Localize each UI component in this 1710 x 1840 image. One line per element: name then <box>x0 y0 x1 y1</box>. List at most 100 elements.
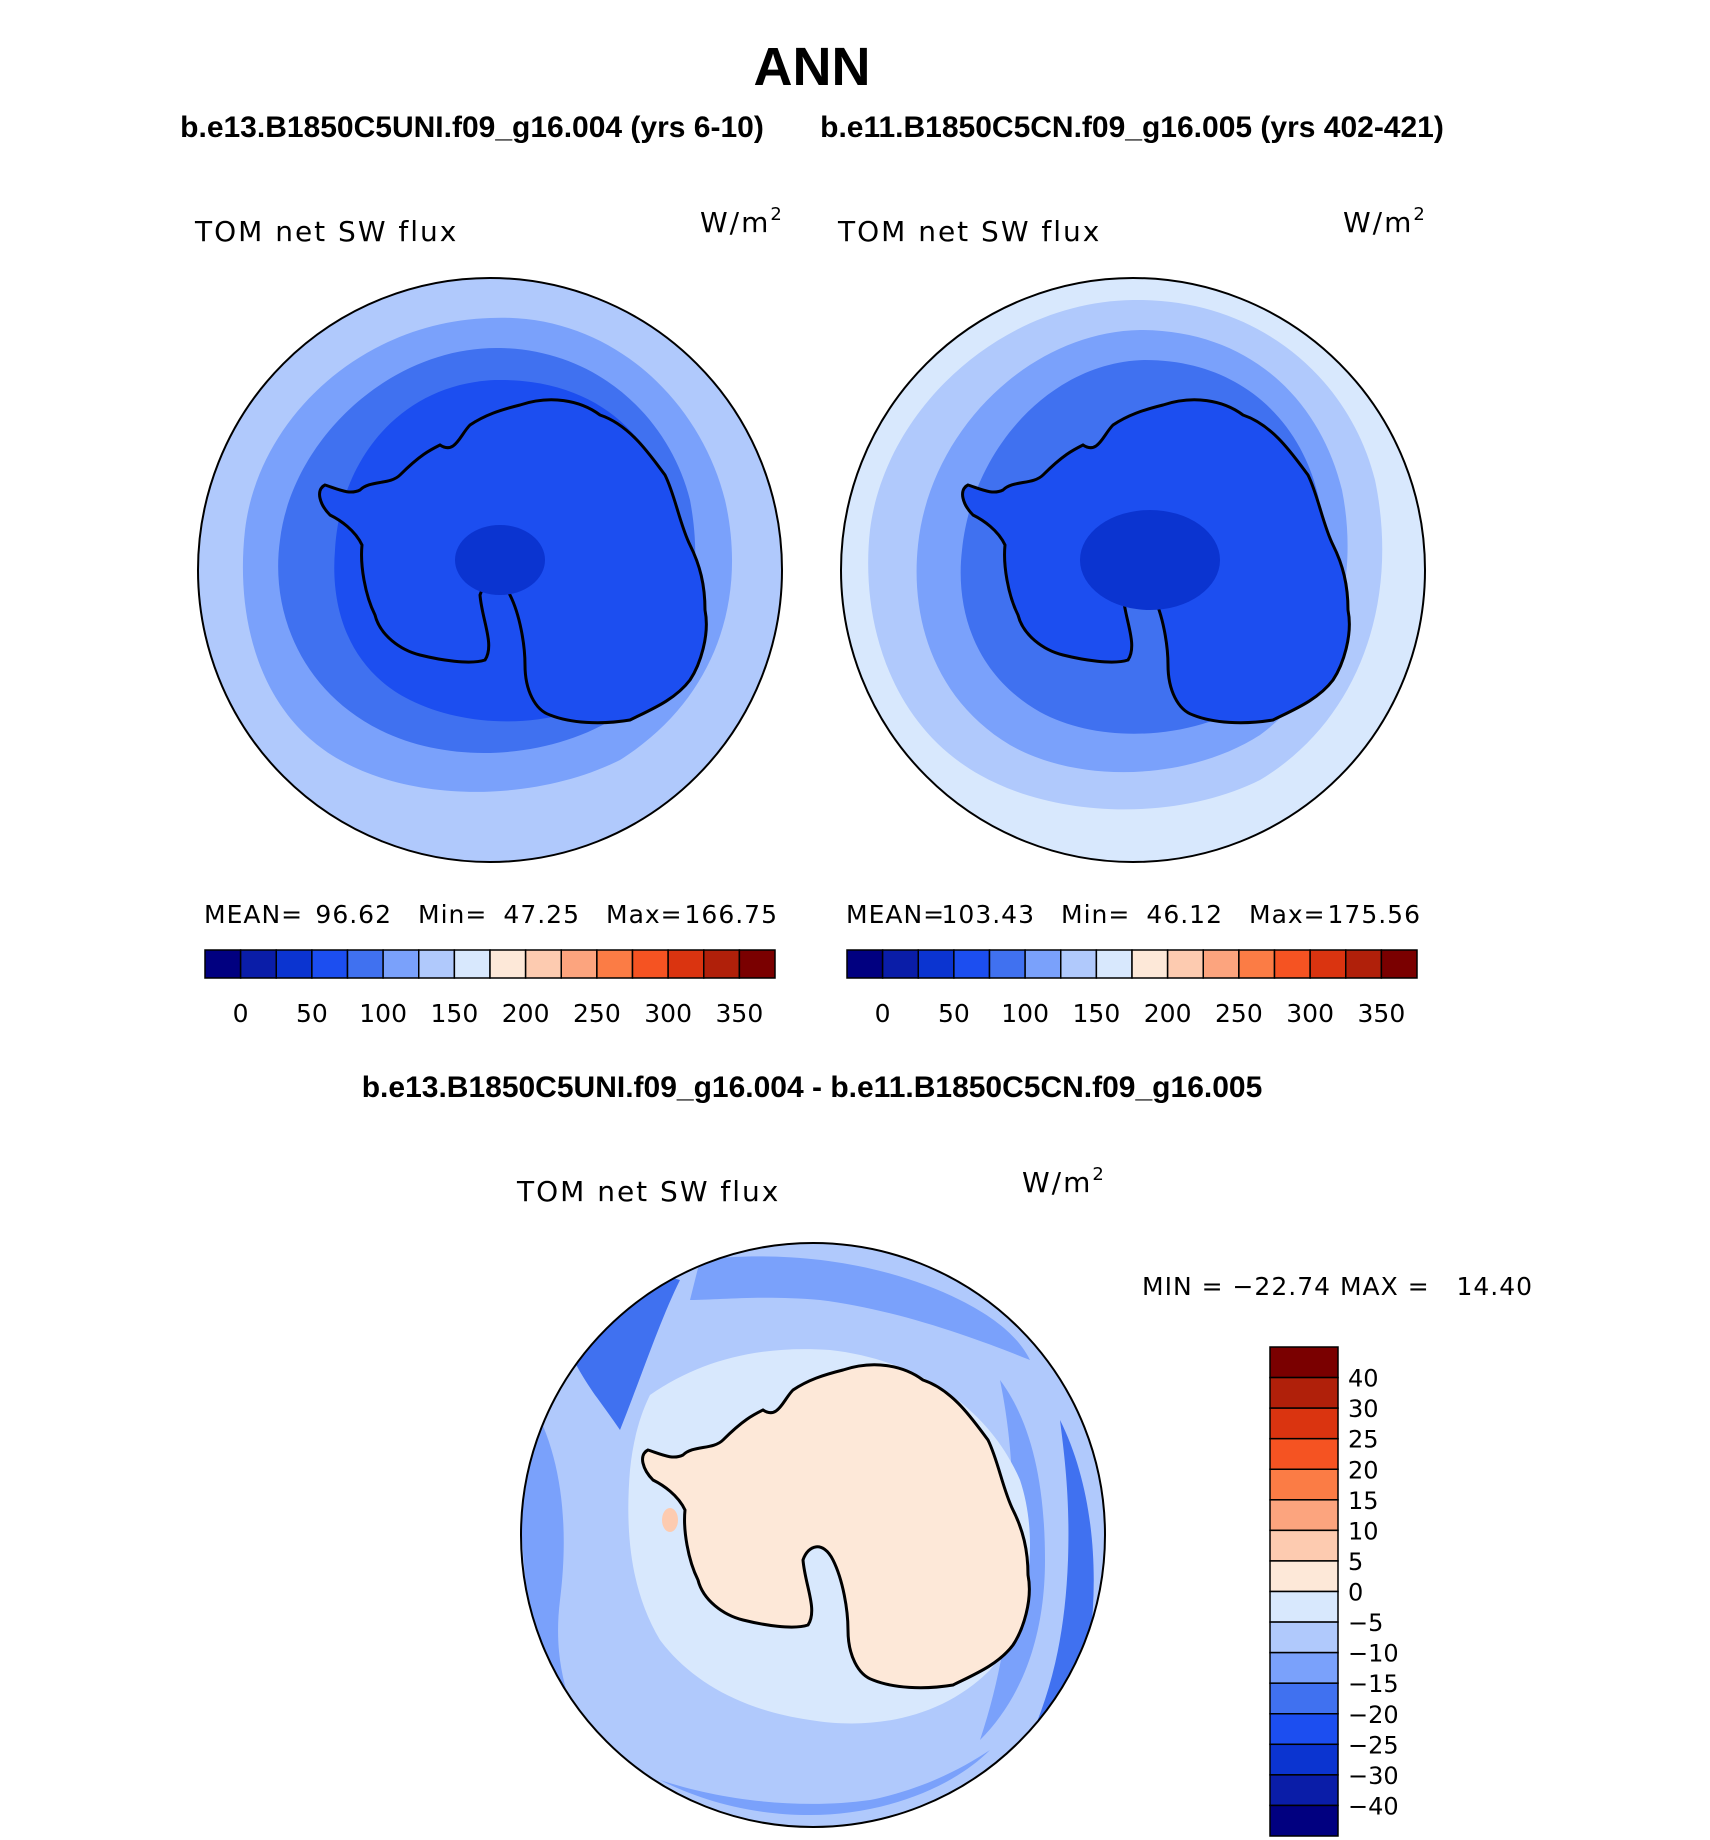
right-mean-value: 103.43 <box>942 900 1035 929</box>
left-colorbar-tick-label: 50 <box>296 999 328 1028</box>
diff-colorbar-label: −5 <box>1348 1609 1383 1637</box>
left-map-border <box>197 277 783 863</box>
left-min-label: Min= <box>418 900 487 929</box>
right-colorbar-swatch <box>1024 949 1062 979</box>
diff-colorbar-label: 5 <box>1348 1548 1363 1576</box>
diff-colorbar-swatch <box>1269 1621 1339 1654</box>
diff-colorbar-swatch <box>1269 1499 1339 1532</box>
right-colorbar-tick-label: 100 <box>1001 999 1049 1028</box>
right-variable-label: TOM net SW flux <box>837 215 1101 248</box>
left-case-title: b.e13.B1850C5UNI.f09_g16.004 (yrs 6-10) <box>180 111 764 144</box>
diff-colorbar-label: 0 <box>1348 1579 1363 1607</box>
right-colorbar-swatch <box>1309 949 1347 979</box>
right-colorbar-swatch <box>988 949 1026 979</box>
right-max-value: 175.56 <box>1328 900 1421 929</box>
left-colorbar-swatch <box>311 949 349 979</box>
right-colorbar-swatch <box>1380 949 1418 979</box>
diff-map-fill <box>521 1243 1105 1827</box>
right-map-panel: TOM net SW flux W/m2 MEAN= 103.43 Min= 4… <box>837 204 1426 1028</box>
diff-colorbar-swatch <box>1269 1774 1339 1807</box>
diff-colorbar-label: 10 <box>1348 1517 1379 1545</box>
left-colorbar-tick-label: 100 <box>359 999 407 1028</box>
diff-colorbar-label: −25 <box>1348 1731 1399 1759</box>
right-colorbar-swatch <box>1095 949 1133 979</box>
right-colorbar-tick-label: 200 <box>1144 999 1192 1028</box>
left-map-panel: TOM net SW flux W/m2 MEAN= 96.62 Min= 47… <box>194 204 784 1028</box>
diff-colorbar-label: −30 <box>1348 1762 1399 1790</box>
diff-colorbar-label: −40 <box>1348 1792 1399 1820</box>
right-colorbar-swatch <box>1202 949 1240 979</box>
left-colorbar-swatch <box>346 949 384 979</box>
diff-map-border <box>520 1242 1106 1828</box>
left-colorbar-swatch <box>489 949 527 979</box>
left-units-label: W/m2 <box>700 204 784 239</box>
left-min-value: 47.25 <box>503 900 580 929</box>
left-colorbar-tick-label: 200 <box>502 999 550 1028</box>
right-map-fill <box>841 278 1425 862</box>
diff-colorbar-swatch <box>1269 1376 1339 1409</box>
right-colorbar-tick-label: 250 <box>1215 999 1263 1028</box>
left-colorbar-swatch <box>560 949 598 979</box>
diff-colorbar-swatch <box>1269 1437 1339 1470</box>
diff-colorbar-label: 15 <box>1348 1487 1379 1515</box>
right-colorbar-swatch <box>917 949 955 979</box>
left-colorbar-swatch <box>382 949 420 979</box>
diff-colorbar-swatch <box>1269 1468 1339 1501</box>
diff-colorbar-label: 20 <box>1348 1456 1379 1484</box>
right-colorbar-swatch <box>1166 949 1204 979</box>
left-colorbar-swatch <box>738 949 776 979</box>
right-colorbar-tick-label: 50 <box>938 999 970 1028</box>
left-map-fill <box>198 278 782 862</box>
diff-colorbar-swatch <box>1269 1743 1339 1776</box>
left-colorbar-tick-label: 300 <box>644 999 692 1028</box>
diff-colorbar-label: 30 <box>1348 1395 1379 1423</box>
diff-colorbar-swatch <box>1269 1407 1339 1440</box>
right-colorbar-tick-label: 300 <box>1286 999 1334 1028</box>
left-colorbar-swatch <box>418 949 456 979</box>
left-colorbar-swatch <box>239 949 277 979</box>
right-min-value: 46.12 <box>1146 900 1223 929</box>
diff-colorbar-swatch <box>1269 1713 1339 1746</box>
diff-colorbar-swatch <box>1269 1560 1339 1593</box>
right-colorbar-tick-label: 0 <box>875 999 891 1028</box>
diff-colorbar-swatch <box>1269 1804 1339 1837</box>
diff-colorbar-label: 40 <box>1348 1365 1379 1393</box>
left-max-value: 166.75 <box>685 900 778 929</box>
right-map-border <box>840 277 1426 863</box>
diff-map-panel: TOM net SW flux W/m2 MIN = −22.74 MAX = … <box>516 1164 1532 1837</box>
left-colorbar-swatch <box>453 949 491 979</box>
left-colorbar-swatch <box>275 949 313 979</box>
diff-mid-south <box>660 1750 990 1815</box>
diff-colorbar-label: −20 <box>1348 1701 1399 1729</box>
left-colorbar-swatch <box>204 949 242 979</box>
left-colorbar-swatch <box>631 949 669 979</box>
right-colorbar-swatch <box>1131 949 1169 979</box>
right-colorbar: 0 50 100 150 200 250 300 350 <box>846 949 1418 1028</box>
left-colorbar-swatch <box>703 949 741 979</box>
diff-colorbar-swatch <box>1269 1346 1339 1379</box>
diff-colorbar-label: −15 <box>1348 1670 1399 1698</box>
left-colorbar-tick-label: 0 <box>233 999 249 1028</box>
diff-colorbar-swatch <box>1269 1590 1339 1623</box>
right-ice-plateau <box>1080 510 1220 610</box>
right-stats: MEAN= 103.43 Min= 46.12 Max= 175.56 <box>846 900 1421 929</box>
diff-title: b.e13.B1850C5UNI.f09_g16.004 - b.e11.B18… <box>362 1071 1263 1104</box>
left-colorbar-tick-label: 350 <box>716 999 764 1028</box>
right-colorbar-swatch <box>846 949 884 979</box>
right-colorbar-swatch <box>1060 949 1098 979</box>
left-colorbar: 0 50 100 150 200 250 300 350 <box>204 949 776 1028</box>
left-variable-label: TOM net SW flux <box>194 215 458 248</box>
right-mean-label: MEAN= <box>846 900 945 929</box>
left-mean-label: MEAN= <box>204 900 303 929</box>
left-colorbar-swatch <box>596 949 634 979</box>
left-colorbar-tick-label: 150 <box>431 999 479 1028</box>
right-colorbar-swatch <box>1238 949 1276 979</box>
diff-positive-spot <box>662 1508 678 1532</box>
right-colorbar-tick-label: 150 <box>1073 999 1121 1028</box>
left-ice-plateau <box>455 525 545 595</box>
right-max-label: Max= <box>1249 900 1326 929</box>
diff-colorbar-swatch <box>1269 1651 1339 1684</box>
left-colorbar-swatch <box>667 949 705 979</box>
right-colorbar-swatch <box>881 949 919 979</box>
